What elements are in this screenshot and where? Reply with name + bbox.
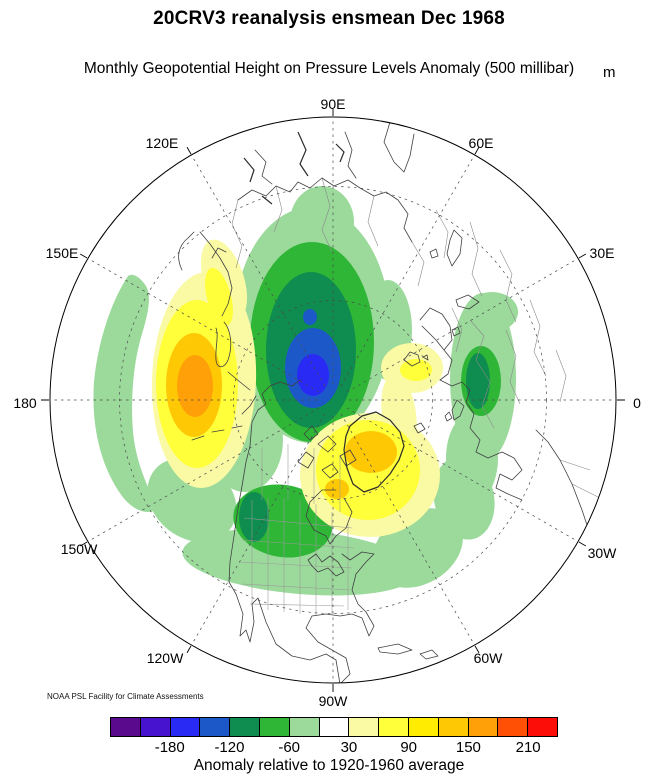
graticule xyxy=(50,117,616,683)
meridian-ticks xyxy=(41,109,625,692)
contour-band-blue xyxy=(297,354,329,396)
colorbar xyxy=(110,717,558,737)
colorbar-tick-150: 150 xyxy=(455,739,481,756)
lon-label-90W: 90W xyxy=(318,693,348,709)
aral-sea xyxy=(429,248,439,259)
colorbar-cell-8 xyxy=(348,718,379,736)
map-boundary-circle xyxy=(49,116,617,684)
units-label: m xyxy=(603,64,616,81)
colorbar-tick--180: -180 xyxy=(154,739,185,756)
lon-label-30E: 30E xyxy=(589,245,615,261)
lon-label-30W: 30W xyxy=(587,545,617,561)
lon-label-150W: 150W xyxy=(60,541,98,557)
colorbar-cell-3 xyxy=(199,718,230,736)
colorbar-caption: Anomaly relative to 1920-1960 average xyxy=(193,757,465,774)
lon-label-90E: 90E xyxy=(320,96,346,112)
iceland-coast xyxy=(413,422,426,434)
state-borders xyxy=(239,444,355,616)
ladoga-lake xyxy=(451,326,461,337)
asia-coast xyxy=(237,177,413,243)
uk-ireland-coast xyxy=(444,399,465,422)
lon-label-180: 180 xyxy=(13,395,37,411)
arctic-islands xyxy=(297,425,357,479)
colorbar-tick-30: 30 xyxy=(340,739,358,756)
colorbar-cell-0 xyxy=(111,718,140,736)
country-borders xyxy=(231,177,605,501)
colorbar-cell-1 xyxy=(139,718,170,736)
caspian-sea xyxy=(446,229,463,267)
parallel-60N xyxy=(233,300,433,500)
page-subtitle: Monthly Geopotential Height on Pressure … xyxy=(83,60,575,77)
lon-label-0: 0 xyxy=(633,395,641,411)
india-coast xyxy=(254,121,415,185)
lon-label-150E: 150E xyxy=(45,245,79,261)
colorbar-cell-7 xyxy=(318,718,349,736)
lon-label-120E: 120E xyxy=(145,135,179,151)
great-lakes xyxy=(307,553,345,577)
colorbar-cell-14 xyxy=(527,718,557,736)
colorbar-tick--60: -60 xyxy=(278,739,301,756)
coastlines-bold xyxy=(243,131,405,493)
scandinavia-coast xyxy=(419,307,453,381)
lon-label-60E: 60E xyxy=(468,135,494,151)
contour-band-orange xyxy=(177,355,213,417)
credit-text: NOAA PSL Facility for Climate Assessment… xyxy=(47,692,204,701)
colorbar-cell-12 xyxy=(467,718,498,736)
colorbar-cell-10 xyxy=(407,718,438,736)
colorbar-cell-9 xyxy=(378,718,408,736)
colorbar-tick-210: 210 xyxy=(515,739,541,756)
lon-label-120W: 120W xyxy=(146,650,184,666)
colorbar-tick-90: 90 xyxy=(400,739,417,756)
hudson-bay-coast xyxy=(305,489,353,545)
europe-coast xyxy=(439,379,523,501)
colorbar-tick--120: -120 xyxy=(214,739,245,756)
japan-korea-coast xyxy=(178,231,227,271)
colorbar-cell-4 xyxy=(229,718,259,736)
colorbar-cell-11 xyxy=(437,718,468,736)
bengal-coast xyxy=(243,131,345,205)
north-america-coast xyxy=(228,379,375,683)
colorbar-cell-2 xyxy=(169,718,200,736)
colorbar-cell-6 xyxy=(288,718,319,736)
colorbar-cell-13 xyxy=(497,718,528,736)
greenland-coast xyxy=(343,411,405,493)
okhotsk-kamchatka-coast xyxy=(199,231,257,415)
page-title: 20CRV3 reanalysis ensmean Dec 1968 xyxy=(153,8,505,29)
aleutian-islands xyxy=(191,425,243,441)
colorbar-cell-5 xyxy=(258,718,289,736)
lon-label-60W: 60W xyxy=(473,650,503,666)
svalbard-coast xyxy=(403,351,429,367)
black-sea xyxy=(455,294,480,310)
